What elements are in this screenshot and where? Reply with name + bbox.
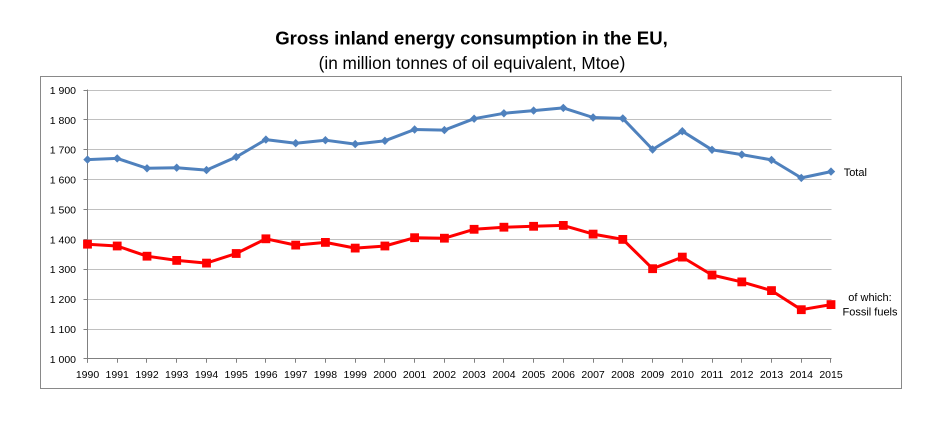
svg-text:1 400: 1 400 [50, 234, 76, 246]
svg-text:2004: 2004 [492, 369, 516, 381]
svg-text:2008: 2008 [611, 369, 635, 381]
svg-text:1 800: 1 800 [50, 115, 76, 127]
svg-text:Fossil fuels: Fossil fuels [842, 306, 898, 318]
svg-text:of which:: of which: [848, 292, 891, 304]
svg-text:2009: 2009 [641, 369, 665, 381]
svg-text:1 100: 1 100 [50, 324, 76, 336]
svg-text:2003: 2003 [462, 369, 486, 381]
svg-text:2000: 2000 [373, 369, 397, 381]
svg-text:1996: 1996 [254, 369, 278, 381]
svg-text:1 600: 1 600 [50, 175, 76, 187]
svg-text:1995: 1995 [225, 369, 249, 381]
svg-text:1998: 1998 [314, 369, 338, 381]
svg-text:1992: 1992 [135, 369, 159, 381]
svg-text:2010: 2010 [671, 369, 695, 381]
svg-text:1 900: 1 900 [50, 85, 76, 97]
svg-text:2014: 2014 [790, 369, 814, 381]
svg-text:1 300: 1 300 [50, 264, 76, 276]
svg-text:1993: 1993 [165, 369, 189, 381]
svg-text:2007: 2007 [581, 369, 605, 381]
svg-text:2015: 2015 [819, 369, 843, 381]
svg-text:2006: 2006 [552, 369, 576, 381]
svg-text:1991: 1991 [106, 369, 130, 381]
svg-text:2011: 2011 [701, 369, 724, 381]
svg-text:1994: 1994 [195, 369, 219, 381]
svg-text:2005: 2005 [522, 369, 546, 381]
svg-text:1 200: 1 200 [50, 294, 76, 306]
svg-text:1997: 1997 [284, 369, 308, 381]
svg-text:2013: 2013 [760, 369, 784, 381]
svg-text:Total: Total [844, 167, 867, 179]
svg-text:1999: 1999 [344, 369, 368, 381]
svg-text:1990: 1990 [76, 369, 100, 381]
svg-text:1 500: 1 500 [50, 205, 76, 217]
svg-text:2002: 2002 [433, 369, 457, 381]
svg-text:2012: 2012 [730, 369, 754, 381]
svg-text:Gross inland energy consumptio: Gross inland energy consumption in the E… [275, 27, 668, 48]
svg-text:1 000: 1 000 [50, 354, 76, 366]
svg-text:2001: 2001 [403, 369, 427, 381]
svg-text:(in million tonnes of oil equi: (in million tonnes of oil equivalent, Mt… [319, 53, 626, 73]
svg-text:1 700: 1 700 [50, 145, 76, 157]
